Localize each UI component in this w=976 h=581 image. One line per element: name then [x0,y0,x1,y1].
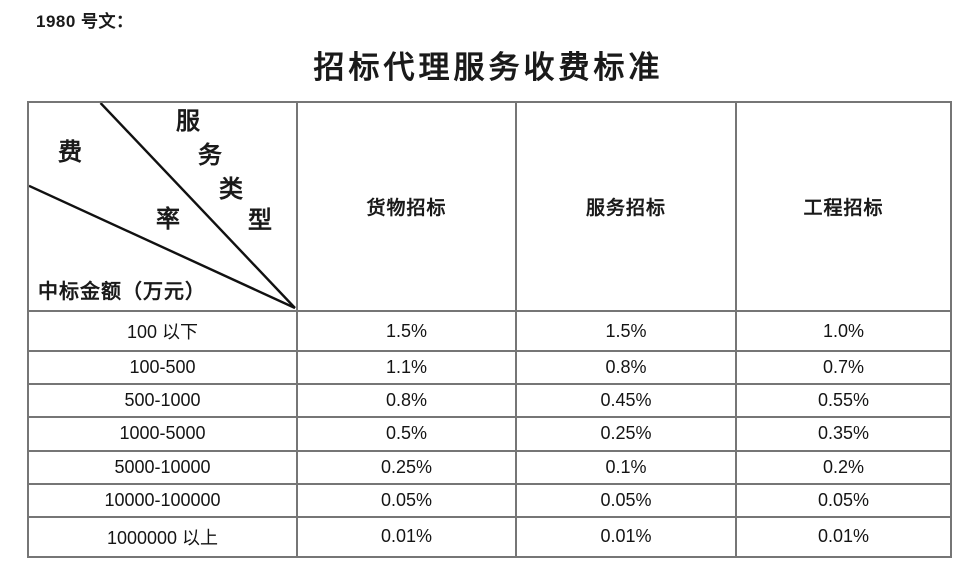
service-rate-cell: 0.8% [515,350,737,386]
corner-rate-char: 费 [58,140,82,166]
engineering-rate-cell: 0.7% [735,350,952,386]
page-title: 招标代理服务收费标准 [313,50,664,85]
corner-rate-char: 率 [156,207,180,233]
corner-service-type-char: 型 [248,208,272,234]
engineering-rate-cell: 0.35% [735,416,952,452]
goods-rate-cell: 0.01% [296,515,517,559]
engineering-rate-cell: 0.55% [735,383,952,419]
amount-range-cell: 5000-10000 [27,449,298,485]
fee-table: 服 务 类 型 费 率 中标金额（万元） 货物招标 服务招标 工程招标 100 … [27,101,952,559]
doc-ref-label: 1980 号文： [36,12,134,31]
header-row: 服 务 类 型 费 率 中标金额（万元） 货物招标 服务招标 工程招标 [27,101,952,312]
amount-range-cell: 500-1000 [27,383,298,419]
corner-amount-label: 中标金额（万元） [38,281,206,303]
service-rate-cell: 0.1% [515,449,737,485]
amount-range-cell: 1000-5000 [27,416,298,452]
goods-rate-cell: 1.5% [296,309,517,353]
table-row: 10000-100000 0.05% 0.05% 0.05% [27,482,952,518]
service-rate-cell: 0.01% [515,515,737,559]
column-header-engineering: 工程招标 [735,101,952,312]
goods-rate-cell: 0.05% [296,482,517,518]
table-row: 100-500 1.1% 0.8% 0.7% [27,350,952,386]
engineering-rate-cell: 1.0% [735,309,952,353]
table-row: 100 以下 1.5% 1.5% 1.0% [27,309,952,353]
table-row: 5000-10000 0.25% 0.1% 0.2% [27,449,952,485]
engineering-rate-cell: 0.05% [735,482,952,518]
corner-service-type-char: 服 [176,109,200,135]
amount-range-cell: 100-500 [27,350,298,386]
amount-range-cell: 10000-100000 [27,482,298,518]
column-header-goods: 货物招标 [296,101,517,312]
service-rate-cell: 0.45% [515,383,737,419]
engineering-rate-cell: 0.2% [735,449,952,485]
corner-header-cell: 服 务 类 型 费 率 中标金额（万元） [27,101,298,312]
service-rate-cell: 1.5% [515,309,737,353]
corner-service-type-char: 务 [198,143,222,169]
engineering-rate-cell: 0.01% [735,515,952,559]
amount-range-cell: 100 以下 [27,309,298,353]
table-row: 1000-5000 0.5% 0.25% 0.35% [27,416,952,452]
goods-rate-cell: 0.25% [296,449,517,485]
amount-range-cell: 1000000 以上 [27,515,298,559]
goods-rate-cell: 0.8% [296,383,517,419]
corner-service-type-char: 类 [219,177,243,203]
column-header-service: 服务招标 [515,101,737,312]
goods-rate-cell: 1.1% [296,350,517,386]
table-row: 500-1000 0.8% 0.45% 0.55% [27,383,952,419]
table-row: 1000000 以上 0.01% 0.01% 0.01% [27,515,952,559]
fee-table-body: 100 以下 1.5% 1.5% 1.0% 100-500 1.1% 0.8% 0.7% 500… [27,309,952,559]
goods-rate-cell: 0.5% [296,416,517,452]
diagonal-divider-lines [30,104,295,309]
service-rate-cell: 0.05% [515,482,737,518]
service-rate-cell: 0.25% [515,416,737,452]
